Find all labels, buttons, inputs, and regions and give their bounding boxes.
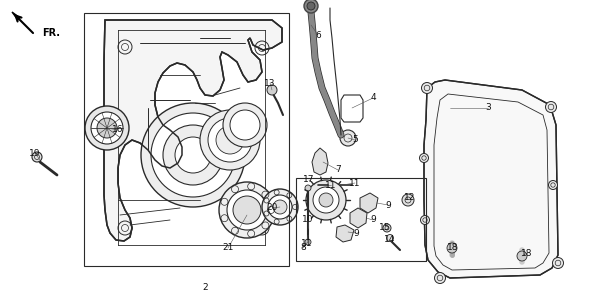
Text: 8: 8 [300,244,306,253]
Circle shape [223,103,267,147]
Circle shape [267,85,277,95]
Circle shape [175,137,211,173]
Bar [296,178,426,261]
Text: 6: 6 [315,30,321,39]
Text: 2: 2 [202,284,208,293]
Text: 18: 18 [521,249,533,257]
Circle shape [208,118,252,162]
Text: 12: 12 [404,194,416,203]
Circle shape [227,190,267,230]
Text: 17: 17 [303,175,314,185]
Circle shape [304,0,318,13]
Text: 19: 19 [30,148,41,157]
Text: 14: 14 [384,235,396,244]
Circle shape [216,126,244,154]
Circle shape [163,125,223,185]
Polygon shape [104,20,282,241]
Circle shape [552,257,563,268]
Circle shape [273,200,287,214]
Text: 10: 10 [302,216,314,225]
Text: 11: 11 [325,181,337,190]
Polygon shape [12,12,20,20]
Polygon shape [312,148,328,175]
Polygon shape [360,193,378,213]
Circle shape [233,196,261,224]
Circle shape [386,234,394,241]
Circle shape [319,193,333,207]
Circle shape [549,181,558,190]
Circle shape [313,187,339,213]
Text: 15: 15 [379,224,391,232]
Circle shape [305,239,311,245]
Text: 21: 21 [222,244,234,253]
Text: 11: 11 [301,238,313,247]
Bar [84,13,289,266]
Circle shape [421,82,432,94]
Text: 3: 3 [485,104,491,113]
Circle shape [383,224,391,232]
Circle shape [230,110,260,140]
Circle shape [85,106,129,150]
Text: 5: 5 [352,135,358,144]
Text: 9: 9 [370,216,376,225]
Circle shape [434,272,445,284]
Circle shape [340,130,356,146]
Circle shape [200,110,260,170]
Circle shape [546,101,556,113]
Circle shape [307,2,315,10]
Circle shape [219,182,275,238]
Circle shape [305,185,311,191]
Text: 4: 4 [370,94,376,103]
Text: 7: 7 [335,166,341,175]
Circle shape [32,152,42,162]
Text: 18: 18 [447,244,459,253]
Circle shape [402,194,414,206]
Text: 11: 11 [349,178,360,188]
Circle shape [421,216,430,225]
Polygon shape [424,80,558,278]
Text: 16: 16 [112,126,124,135]
Circle shape [262,189,298,225]
Text: 20: 20 [266,203,278,213]
Circle shape [141,103,245,207]
Text: 9: 9 [385,200,391,209]
Circle shape [419,154,428,163]
Circle shape [268,195,292,219]
Circle shape [306,180,346,220]
Text: 13: 13 [264,79,276,88]
Polygon shape [350,208,367,228]
Circle shape [91,112,123,144]
Polygon shape [341,95,363,122]
Text: FR.: FR. [42,28,60,38]
Circle shape [151,113,235,197]
Circle shape [517,251,527,261]
Text: 9: 9 [353,228,359,237]
Circle shape [447,243,457,253]
Circle shape [97,118,117,138]
Polygon shape [336,225,354,242]
